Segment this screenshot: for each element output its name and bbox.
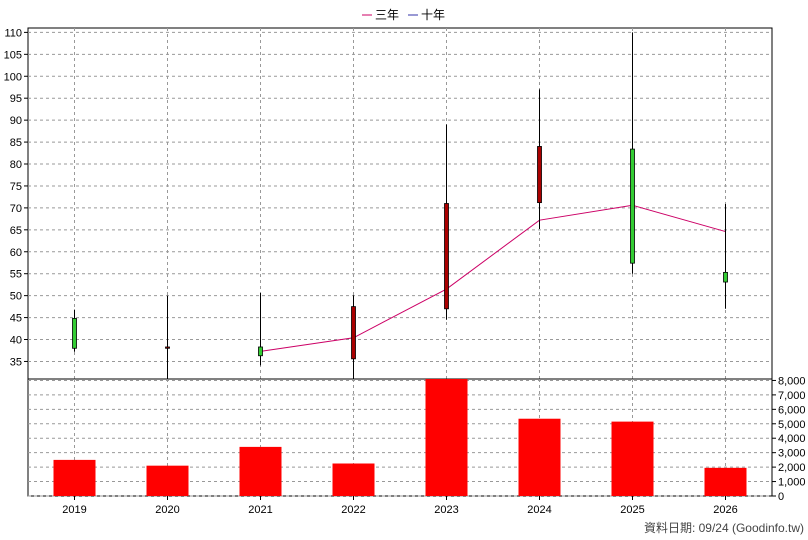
legend-label-0: 三年 bbox=[375, 8, 399, 22]
x-tick-label-2021: 2021 bbox=[248, 504, 272, 516]
price-tick-label-9: 80 bbox=[10, 159, 22, 171]
volume-frame bbox=[27, 378, 773, 497]
candle-body-2021 bbox=[258, 346, 263, 357]
volume-bar-2023 bbox=[425, 379, 468, 496]
x-tick-label-2019: 2019 bbox=[62, 504, 86, 516]
volume-tick-label-0: 0 bbox=[778, 491, 784, 503]
volume-tick-label-5: 5,000 bbox=[778, 419, 806, 431]
price-tick-label-8: 75 bbox=[10, 181, 22, 193]
candle-body-2024 bbox=[537, 146, 542, 204]
candle-body-2023 bbox=[444, 203, 449, 310]
price-tick-label-0: 35 bbox=[10, 356, 22, 368]
candle-body-2026 bbox=[723, 271, 728, 283]
price-tick-label-12: 95 bbox=[10, 93, 22, 105]
price-tick-label-3: 50 bbox=[10, 291, 22, 303]
volume-bar-2021 bbox=[239, 446, 282, 496]
x-tick-label-2022: 2022 bbox=[341, 504, 365, 516]
volume-bar-2020 bbox=[146, 465, 189, 496]
price-tick-label-11: 90 bbox=[10, 115, 22, 127]
volume-tick-label-6: 6,000 bbox=[778, 404, 806, 416]
volume-tick-label-1: 1,000 bbox=[778, 477, 806, 489]
volume-tick-label-7: 7,000 bbox=[778, 390, 806, 402]
legend-label-1: 十年 bbox=[421, 8, 445, 22]
volume-panel: 0 1,000 2,000 3,000 4,000 5,000 6,000 7,000 8,00… bbox=[27, 375, 806, 503]
price-tick-label-14: 105 bbox=[4, 49, 22, 61]
x-tick-label-2020: 2020 bbox=[155, 504, 179, 516]
price-tick-label-7: 70 bbox=[10, 203, 22, 215]
volume-tick-label-2: 2,000 bbox=[778, 462, 806, 474]
x-tick-label-2024: 2024 bbox=[527, 504, 551, 516]
price-tick-label-1: 40 bbox=[10, 335, 22, 347]
price-tick-label-4: 55 bbox=[10, 269, 22, 281]
candle-body-2020 bbox=[165, 346, 170, 349]
volume-bar-2022 bbox=[332, 463, 375, 496]
price-tick-label-15: 110 bbox=[4, 27, 22, 39]
x-tick-label-2023: 2023 bbox=[434, 504, 458, 516]
volume-bar-2019 bbox=[53, 459, 96, 496]
x-axis: 2019 2020 2021 2022 2023 2024 2025 2026 bbox=[62, 496, 738, 516]
legend: 三年 十年 bbox=[362, 8, 445, 22]
price-panel: 35 40 45 50 55 60 65 70 75 80 85 90 95 100 105 110 bbox=[4, 27, 773, 380]
volume-tick-label-8: 8,000 bbox=[778, 375, 806, 387]
price-tick-label-2: 45 bbox=[10, 313, 22, 325]
x-tick-label-2025: 2025 bbox=[620, 504, 644, 516]
footer-source: 資料日期: 09/24 (Goodinfo.tw) bbox=[644, 521, 804, 535]
price-tick-label-13: 100 bbox=[4, 71, 22, 83]
price-tick-label-5: 60 bbox=[10, 247, 22, 259]
x-tick-label-2026: 2026 bbox=[713, 504, 737, 516]
price-tick-label-10: 85 bbox=[10, 137, 22, 149]
volume-tick-label-3: 3,000 bbox=[778, 448, 806, 460]
volume-bar-2024 bbox=[518, 418, 561, 496]
volume-tick-label-4: 4,000 bbox=[778, 433, 806, 445]
volume-bar-2025 bbox=[611, 421, 654, 496]
price-frame bbox=[27, 27, 773, 380]
volume-bar-2026 bbox=[704, 467, 747, 496]
candle-body-2025 bbox=[630, 148, 635, 264]
candle-body-2019 bbox=[72, 318, 77, 349]
candle-body-2022 bbox=[351, 306, 356, 360]
price-tick-label-6: 65 bbox=[10, 225, 22, 237]
series-line-three-year bbox=[260, 204, 726, 352]
